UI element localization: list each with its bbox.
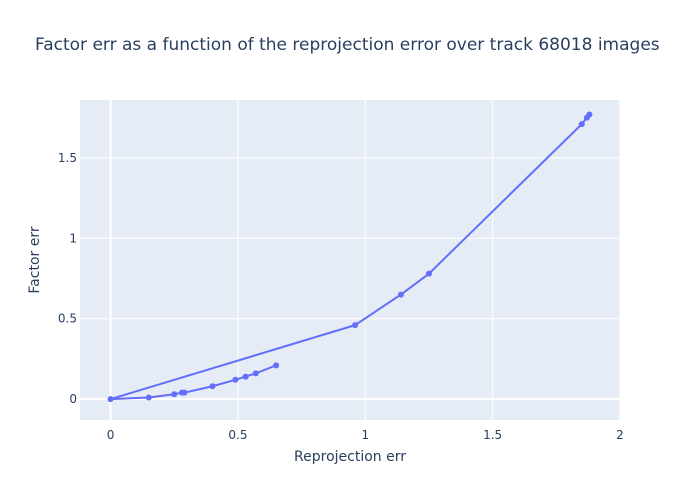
x-tick-label: 0	[107, 428, 115, 442]
data-point[interactable]	[171, 391, 178, 398]
x-axis-ticks: 0 0.5 1 1.5 2	[107, 428, 624, 442]
data-point[interactable]	[273, 362, 280, 369]
data-point[interactable]	[586, 111, 593, 118]
y-tick-label: 1	[69, 231, 77, 245]
data-point[interactable]	[425, 270, 432, 277]
x-tick-label: 2	[616, 428, 624, 442]
data-point[interactable]	[242, 373, 249, 380]
data-point[interactable]	[145, 394, 152, 401]
y-tick-label: 0.5	[58, 312, 77, 326]
data-point[interactable]	[232, 376, 239, 383]
y-tick-label: 0	[69, 392, 77, 406]
data-point[interactable]	[352, 322, 359, 329]
data-point[interactable]	[209, 383, 216, 390]
data-point[interactable]	[397, 291, 404, 298]
series-line	[109, 113, 591, 401]
x-tick-label: 0.5	[228, 428, 247, 442]
grid	[80, 100, 621, 420]
series	[107, 111, 593, 403]
x-tick-label: 1	[361, 428, 369, 442]
plot-area	[80, 100, 620, 420]
x-axis-title: Reprojection err	[294, 449, 406, 465]
data-point[interactable]	[107, 396, 114, 403]
data-point[interactable]	[578, 121, 585, 128]
chart-title: Factor err as a function of the reprojec…	[35, 35, 660, 55]
data-point[interactable]	[252, 370, 259, 377]
x-tick-label: 1.5	[483, 428, 502, 442]
data-point[interactable]	[178, 389, 185, 396]
y-axis-title: Factor err	[27, 226, 43, 293]
y-axis-ticks: 0 0.5 1 1.5	[58, 151, 77, 406]
y-tick-label: 1.5	[58, 151, 77, 165]
